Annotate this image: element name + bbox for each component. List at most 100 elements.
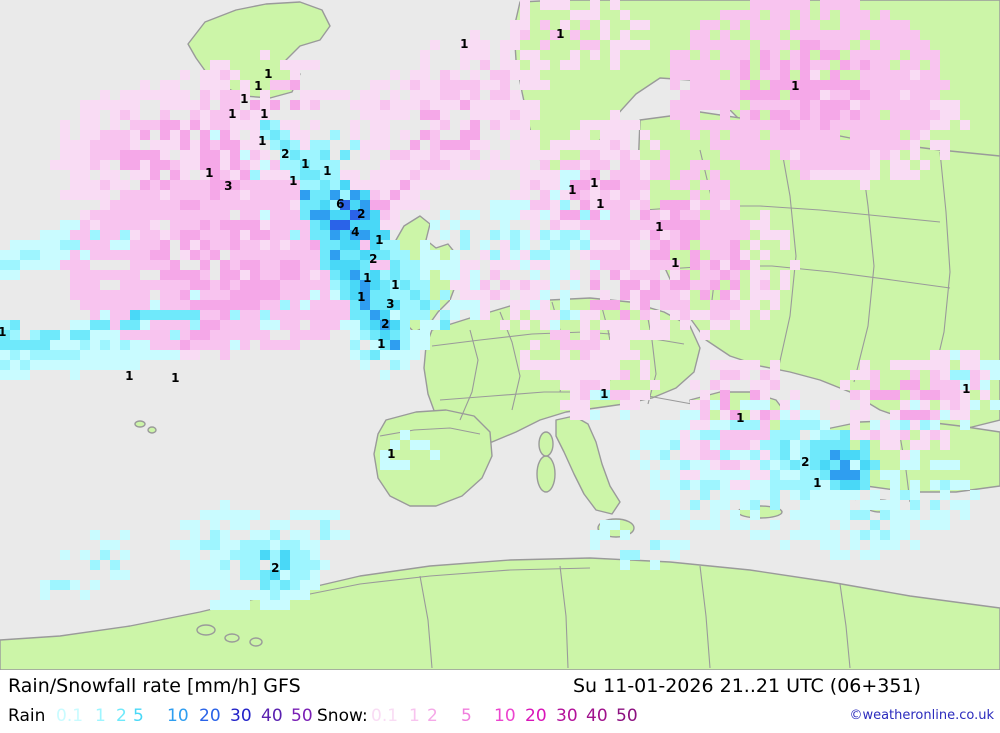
precip-cell-snow <box>610 370 620 380</box>
precip-cell-rain <box>320 140 330 150</box>
precip-cell-snow <box>650 270 660 280</box>
precip-cell-snow <box>150 90 160 100</box>
precip-cell-snow <box>500 280 510 290</box>
precip-cell-snow <box>860 390 870 400</box>
precip-cell-snow <box>660 250 670 260</box>
precip-cell-rain <box>110 560 120 570</box>
precip-cell-rain <box>170 350 180 360</box>
precip-cell-snow <box>910 370 920 380</box>
precip-cell-snow <box>310 90 320 100</box>
precip-cell-rain <box>330 170 340 180</box>
precip-cell-rain <box>510 230 520 240</box>
precip-cell-rain <box>370 210 380 220</box>
precip-cell-snow <box>690 110 700 120</box>
precip-cell-snow <box>200 320 210 330</box>
precip-cell-rain <box>650 540 660 550</box>
precip-cell-snow <box>770 20 780 30</box>
precip-cell-snow <box>450 90 460 100</box>
precip-cell-rain <box>810 460 820 470</box>
precip-cell-rain <box>330 190 340 200</box>
precip-cell-rain <box>380 300 390 310</box>
precip-cell-snow <box>750 380 760 390</box>
precip-cell-snow <box>390 200 400 210</box>
rain-legend-value-40: 40 <box>261 706 283 726</box>
precip-cell-snow <box>620 350 630 360</box>
precip-cell-snow <box>500 250 510 260</box>
precip-cell-snow <box>900 380 910 390</box>
precip-cell-rain <box>100 340 110 350</box>
precip-cell-rain <box>700 430 710 440</box>
precip-cell-rain <box>810 450 820 460</box>
precip-cell-rain <box>110 570 120 580</box>
precip-cell-snow <box>580 160 590 170</box>
precip-cell-rain <box>990 360 1000 370</box>
precip-cell-snow <box>100 210 110 220</box>
snow-legend-value-10: 10 <box>494 706 516 726</box>
precip-cell-snow <box>470 130 480 140</box>
precip-cell-snow <box>100 300 110 310</box>
precip-cell-snow <box>450 80 460 90</box>
precip-cell-snow <box>230 220 240 230</box>
precip-cell-snow <box>720 230 730 240</box>
precip-cell-snow <box>590 150 600 160</box>
precip-cell-snow <box>760 0 770 10</box>
precip-cell-snow <box>250 120 260 130</box>
precip-cell-snow <box>710 140 720 150</box>
precip-cell-rain <box>290 170 300 180</box>
precip-cell-snow <box>700 90 710 100</box>
precip-cell-snow <box>390 220 400 230</box>
precip-cell-snow <box>60 130 70 140</box>
precip-cell-snow <box>740 430 750 440</box>
precip-cell-snow <box>440 160 450 170</box>
precip-cell-snow <box>230 70 240 80</box>
precip-cell-snow <box>110 110 120 120</box>
page-title: Rain/Snowfall rate [mm/h] GFS <box>8 675 301 697</box>
precip-cell-rain <box>190 520 200 530</box>
precip-cell-snow <box>410 170 420 180</box>
precip-cell-rain <box>120 340 130 350</box>
snow-legend-value-0-1: 0.1 <box>371 706 399 726</box>
precip-cell-rain <box>960 480 970 490</box>
precip-cell-rain <box>270 590 280 600</box>
precip-cell-snow <box>170 100 180 110</box>
precip-cell-rain <box>560 310 570 320</box>
precip-cell-snow <box>300 140 310 150</box>
precip-cell-rain <box>890 490 900 500</box>
precip-cell-snow <box>800 30 810 40</box>
precip-cell-rain <box>830 460 840 470</box>
precip-cell-rain <box>320 230 330 240</box>
precip-cell-rain <box>660 460 670 470</box>
precip-cell-rain <box>380 330 390 340</box>
snow-legend-value-1: 1 <box>409 706 420 726</box>
precip-cell-snow <box>680 120 690 130</box>
precip-cell-snow <box>260 100 270 110</box>
precip-cell-rain <box>300 170 310 180</box>
precip-cell-snow <box>970 350 980 360</box>
precip-cell-rain <box>230 520 240 530</box>
precip-cell-snow <box>250 320 260 330</box>
precip-cell-rain <box>210 530 220 540</box>
precip-cell-snow <box>680 470 690 480</box>
precip-cell-rain <box>790 400 800 410</box>
precip-cell-rain <box>470 280 480 290</box>
precip-cell-snow <box>130 160 140 170</box>
precip-cell-snow <box>140 260 150 270</box>
precip-cell-rain <box>800 440 810 450</box>
precip-cell-snow <box>790 120 800 130</box>
precip-cell-snow <box>870 140 880 150</box>
copyright-text: ©weatheronline.co.uk <box>849 708 994 723</box>
precip-cell-rain <box>800 490 810 500</box>
precip-cell-rain <box>20 250 30 260</box>
precip-cell-rain <box>590 260 600 270</box>
precip-cell-rain <box>790 480 800 490</box>
precip-cell-snow <box>160 90 170 100</box>
precip-cell-snow <box>620 230 630 240</box>
precip-cell-rain <box>330 240 340 250</box>
precip-cell-snow <box>670 310 680 320</box>
precip-cell-rain <box>550 230 560 240</box>
precip-cell-snow <box>300 100 310 110</box>
precip-cell-snow <box>130 150 140 160</box>
precip-cell-rain <box>600 210 610 220</box>
precip-cell-rain <box>0 320 10 330</box>
